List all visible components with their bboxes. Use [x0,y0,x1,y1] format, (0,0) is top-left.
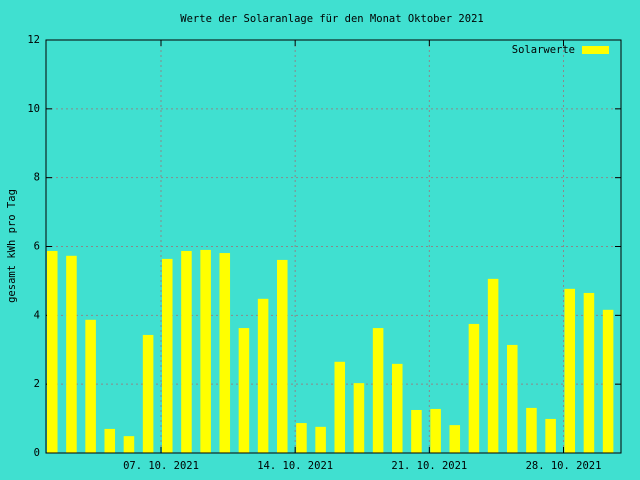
y-tick-label: 6 [34,241,40,253]
bar [583,292,595,453]
bar [315,426,326,453]
bar [353,383,365,453]
legend-swatch [582,46,609,54]
bar [392,363,403,453]
bar [219,253,231,453]
x-tick-label: 14. 10. 2021 [257,460,333,472]
bar [372,328,384,453]
bar [123,436,135,453]
bar [334,361,346,453]
bar [564,288,576,453]
bar [66,255,77,453]
bar [545,418,556,453]
y-axis-label: gesamt kWh pro Tag [6,189,18,303]
bar [430,408,441,453]
x-tick-label: 07. 10. 2021 [123,460,199,472]
bar [411,409,422,453]
bar [507,344,518,453]
bar [162,258,173,453]
x-tick-label: 21. 10. 2021 [391,460,467,472]
bar [526,407,537,453]
y-tick-label: 10 [27,103,40,115]
bar [468,323,480,453]
x-tick-label: 28. 10. 2021 [526,460,602,472]
bar [277,259,288,453]
bar [296,423,307,453]
bar [449,425,461,453]
y-tick-label: 8 [34,172,40,184]
bar [47,250,58,453]
bar [142,334,154,453]
y-tick-label: 4 [34,309,40,321]
bar [257,298,269,453]
bar [200,249,211,453]
y-tick-label: 2 [34,378,40,390]
y-tick-label: 12 [27,34,40,46]
plot-border [45,39,622,454]
y-tick-label: 0 [34,447,40,459]
chart-title: Werte der Solaranlage für den Monat Okto… [180,13,483,25]
bar [181,250,192,453]
bar [602,309,614,453]
legend-label: Solarwerte [512,44,575,56]
bar [85,319,96,453]
bar [238,328,250,453]
bar [487,278,499,453]
bar [104,428,116,453]
